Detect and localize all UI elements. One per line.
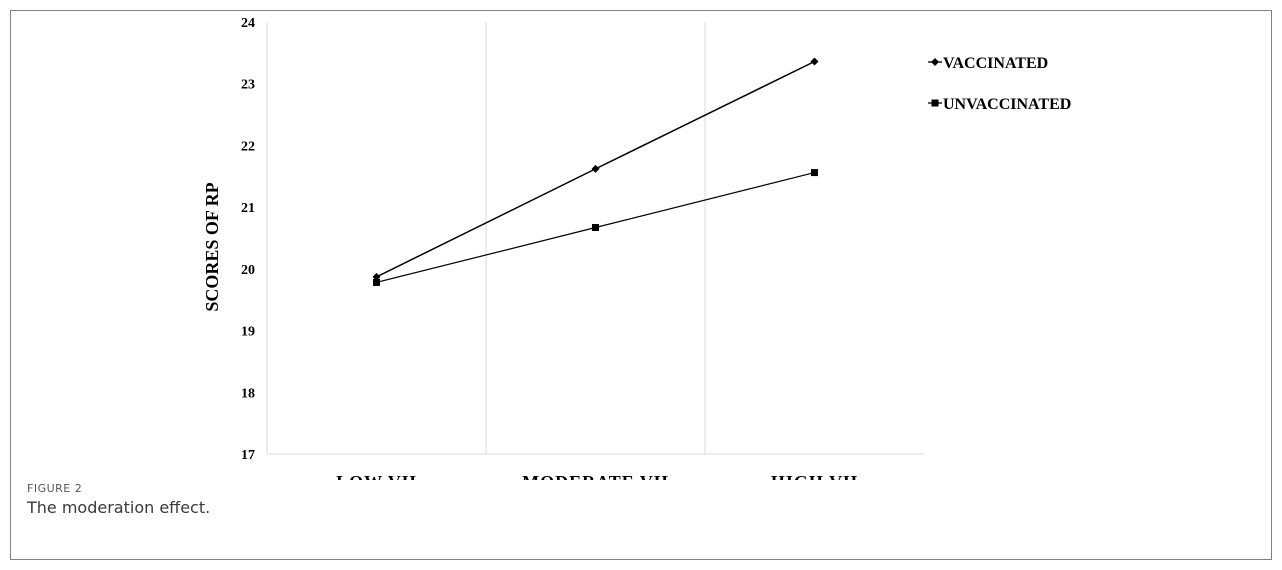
point-vaccinated-2	[810, 57, 819, 66]
x-tick-labels: LOW VH MODERATE VH HIGH VH	[336, 472, 858, 480]
point-unvaccinated-0	[373, 278, 380, 286]
y-tick-23: 23	[241, 78, 255, 93]
legend-marker-unvaccinated	[931, 99, 939, 107]
y-tick-19: 19	[241, 325, 255, 340]
figure-caption: FIGURE 2 The moderation effect.	[27, 482, 210, 517]
series-vaccinated	[372, 57, 819, 281]
legend-label-vaccinated: VACCINATED	[943, 55, 1048, 72]
legend: VACCINATED UNVACCINATED	[928, 55, 1071, 113]
point-unvaccinated-1	[592, 224, 599, 232]
legend-item-vaccinated: VACCINATED	[928, 55, 1048, 72]
series-unvaccinated	[373, 169, 818, 286]
x-tick-high-vh: HIGH VH	[771, 472, 858, 480]
axes	[266, 22, 924, 455]
y-tick-17: 17	[241, 448, 255, 463]
point-vaccinated-1	[591, 164, 600, 173]
figure-label: FIGURE 2	[27, 482, 83, 495]
y-tick-21: 21	[241, 201, 255, 216]
legend-marker-vaccinated	[931, 58, 939, 66]
point-unvaccinated-2	[811, 169, 818, 177]
y-tick-20: 20	[241, 263, 255, 278]
x-tick-moderate-vh: MODERATE VH	[522, 472, 669, 480]
x-tick-low-vh: LOW VH	[336, 472, 417, 480]
grid-lines	[485, 22, 706, 454]
y-tick-22: 22	[241, 139, 255, 154]
y-axis-label: SCORES OF RP	[202, 182, 222, 311]
y-tick-labels: 17 18 19 20 21 22 23 24	[241, 16, 255, 463]
legend-label-unvaccinated: UNVACCINATED	[943, 96, 1071, 113]
y-tick-24: 24	[241, 16, 255, 31]
line-chart: 17 18 19 20 21 22 23 24 LOW VH MODERATE VH HIGH V…	[202, 16, 1071, 480]
y-tick-18: 18	[241, 386, 255, 401]
figure-description: The moderation effect.	[27, 498, 211, 517]
series-group	[372, 57, 819, 286]
legend-item-unvaccinated: UNVACCINATED	[928, 96, 1071, 113]
figure-frame	[10, 10, 1272, 560]
point-vaccinated-0	[372, 272, 381, 281]
